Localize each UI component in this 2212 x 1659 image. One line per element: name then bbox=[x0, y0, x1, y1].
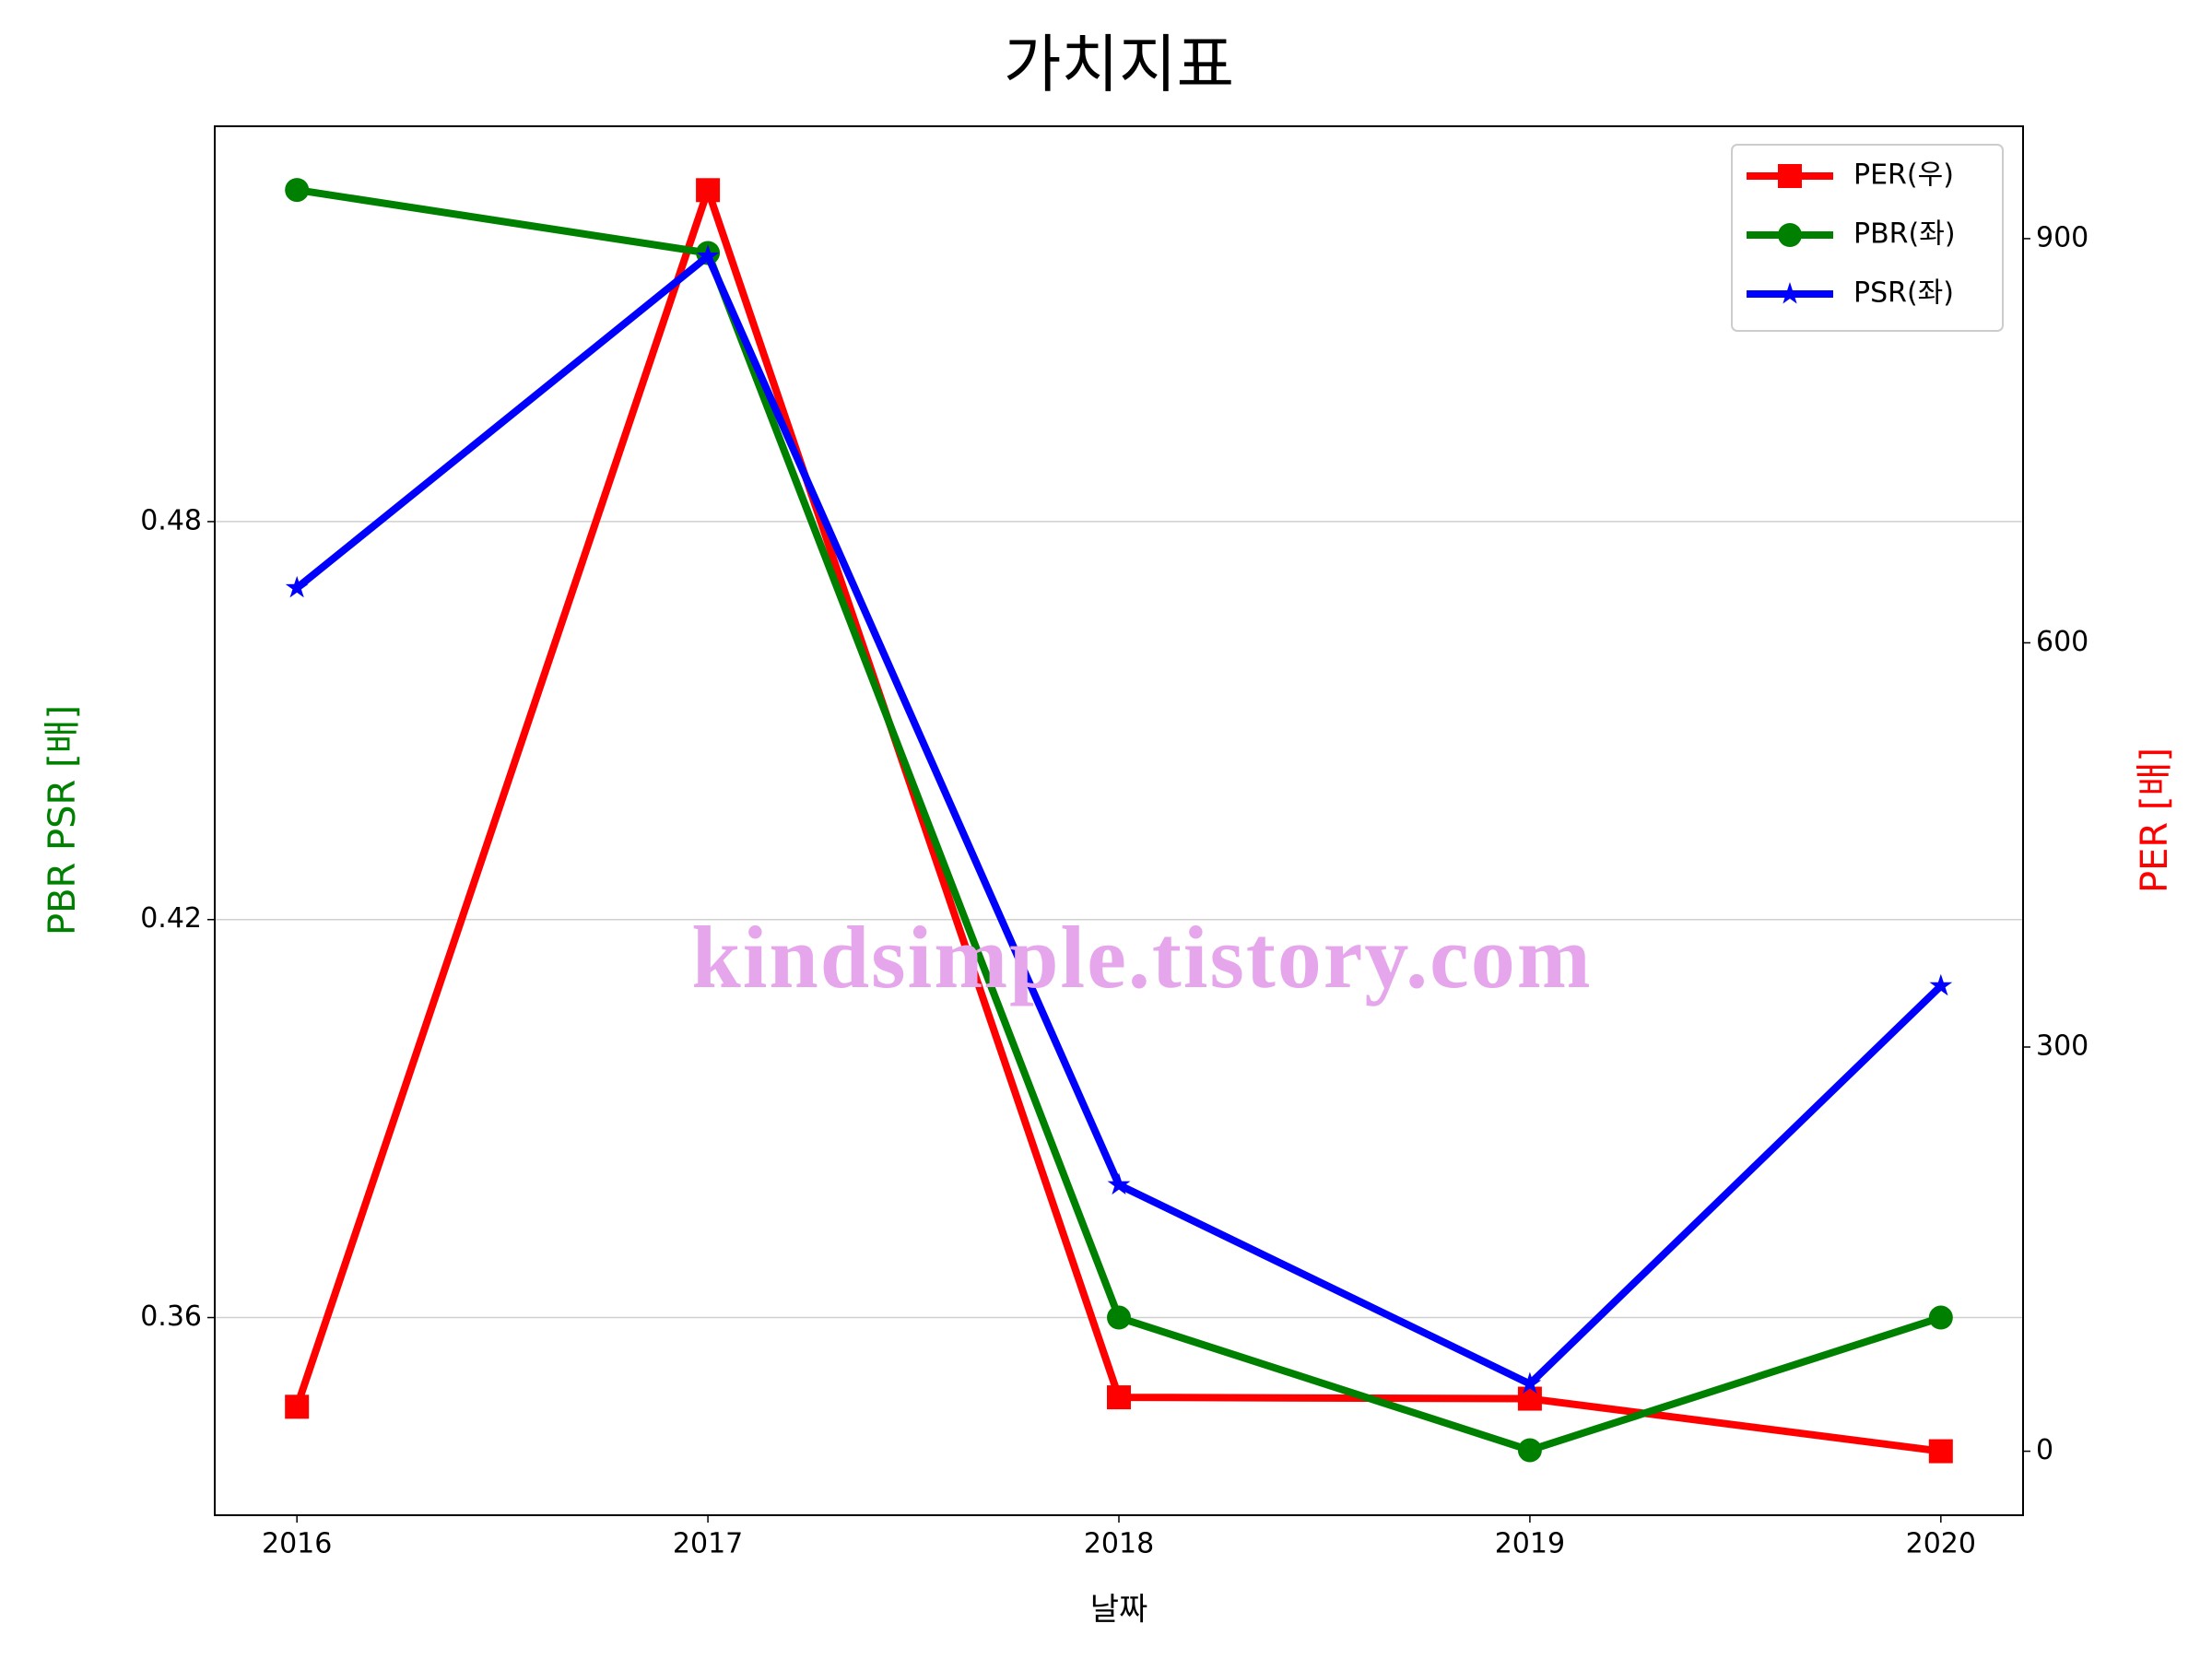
series-line bbox=[296, 186, 1943, 1454]
x-tick-label: 2017 bbox=[673, 1528, 743, 1560]
y2-axis-label: PER [배] bbox=[2134, 747, 2176, 893]
data-point bbox=[1929, 973, 1953, 996]
y-axis-label: PBR PSR [배] bbox=[41, 705, 84, 935]
y-tick-label: 0.36 bbox=[140, 1300, 202, 1333]
data-point bbox=[1518, 1371, 1542, 1394]
legend-label: PER(우) bbox=[1853, 159, 1954, 192]
legend-label: PSR(좌) bbox=[1853, 277, 1954, 310]
x-tick-label: 2018 bbox=[1084, 1528, 1154, 1560]
data-point bbox=[1107, 1305, 1131, 1330]
y2-tick-label: 300 bbox=[2036, 1030, 2088, 1063]
data-point bbox=[285, 575, 309, 598]
x-tick-label: 2016 bbox=[262, 1528, 332, 1560]
legend: PER(우) PBR(좌) PSR(좌) bbox=[1731, 144, 2004, 332]
data-point bbox=[1107, 1172, 1131, 1195]
y2-tick-label: 0 bbox=[2036, 1434, 2053, 1466]
legend-marker bbox=[1778, 282, 1802, 304]
data-point bbox=[696, 244, 720, 266]
x-tick-label: 2020 bbox=[1906, 1528, 1976, 1560]
legend-label: PBR(좌) bbox=[1853, 218, 1956, 251]
plot-frame bbox=[214, 125, 2024, 1516]
data-point bbox=[696, 178, 721, 203]
data-point bbox=[1928, 1439, 1953, 1464]
y2-tick-label: 600 bbox=[2036, 626, 2088, 658]
series-line bbox=[293, 186, 1942, 1455]
y2-tick-label: 900 bbox=[2036, 221, 2088, 253]
y-tick-label: 0.48 bbox=[140, 504, 202, 536]
watermark: kindsimple.tistory.com bbox=[691, 908, 1592, 1006]
data-point bbox=[1928, 1305, 1953, 1330]
chart-title: 가치지표 bbox=[1004, 29, 1234, 102]
data-point bbox=[285, 178, 310, 203]
data-point bbox=[1107, 1385, 1131, 1410]
data-point bbox=[285, 1394, 310, 1419]
series-line bbox=[294, 253, 1944, 1388]
x-tick-label: 2019 bbox=[1495, 1528, 1565, 1560]
legend-marker bbox=[1778, 164, 1802, 188]
data-point bbox=[1517, 1386, 1542, 1411]
legend-box bbox=[1731, 144, 2004, 332]
data-point bbox=[1517, 1438, 1542, 1463]
y-tick-label: 0.42 bbox=[140, 902, 202, 935]
legend-marker bbox=[1778, 223, 1802, 247]
x-axis-label: 날짜 bbox=[1090, 1592, 1148, 1629]
